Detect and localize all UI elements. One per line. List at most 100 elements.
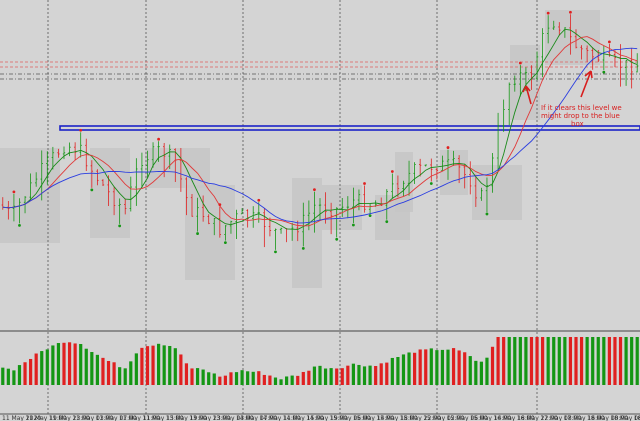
histogram-bar [630,337,634,385]
time-label: 17 May 08:00 [540,415,581,421]
time-label: 11 May 07:00 [96,415,137,421]
time-label: 15 May 02:00 [423,415,464,421]
histogram-bar [296,375,300,385]
time-label: 14 May 19:00 [306,415,347,421]
histogram-bar [73,343,77,385]
histogram-bar [190,368,194,385]
histogram-bar [457,350,461,385]
histogram-bar [251,371,255,385]
histogram-bar [45,349,49,385]
histogram-bar [262,374,266,385]
histogram-bar [285,376,289,385]
histogram-bar [490,346,495,385]
histogram-bar [134,353,138,385]
histogram-bar [279,379,283,385]
histogram-bar [67,342,72,385]
histogram-bar [340,368,344,385]
histogram-bar [162,345,166,385]
histogram-bar [596,337,600,385]
histogram-bar [273,377,278,385]
fractal-down-dot [368,214,372,218]
fractal-up-dot [569,10,572,14]
histogram-bar [307,370,311,385]
histogram-bar [246,371,250,385]
histogram-bar [557,337,561,385]
histogram-bar [173,348,177,385]
histogram-bar [56,343,61,385]
histogram-bar [513,337,517,385]
histogram-bar [568,337,573,385]
histogram-bar [212,373,216,385]
histogram-bar [613,337,617,385]
histogram-bar [413,352,417,385]
time-label: 11 May 11:00 [119,415,160,421]
histogram-bar [290,375,294,385]
histogram-bar [602,337,606,385]
time-label: 15 May 14:00 [470,415,511,421]
histogram-bar [223,375,227,385]
fractal-down-dot [485,212,489,216]
histogram-bar [123,368,127,385]
histogram-bar [507,337,511,385]
time-label: 11 May 19:00 [25,415,66,421]
histogram-bar [101,357,105,385]
time-label: 11 May 2020 [2,415,41,421]
moving-averages [2,28,638,230]
time-label: 14 May 11:00 [259,415,300,421]
histogram-bar [184,363,189,385]
histogram-bar [591,337,595,385]
histogram-bar [385,362,389,385]
histogram-bar [335,368,339,385]
histogram-bar [435,350,439,385]
histogram-bar [396,356,400,385]
histogram-bar [346,365,350,385]
session-box [90,148,130,238]
moving-average-fast-line [2,28,638,230]
histogram-bar [440,349,445,385]
fractal-up-dot [257,198,261,202]
histogram-bar [579,337,584,385]
fractal-down-dot [118,224,122,228]
time-label: 18 May 00:00 [587,415,628,421]
time-label: 15 May 14:00 [353,415,394,421]
histogram-bar [585,337,589,385]
time-label: 11 May 15:00 [142,415,183,421]
histogram-bar [524,337,528,385]
histogram-bar [195,368,200,385]
histogram-bar [129,361,133,385]
time-label: 15 May 06:00 [447,415,488,421]
oscillator-histogram [1,337,639,385]
histogram-bar [574,337,578,385]
histogram-bar [379,363,383,385]
histogram-bar [374,365,378,385]
fractal-down-dot [429,182,433,185]
session-box [440,150,468,195]
histogram-bar [40,351,44,385]
moving-average-slow-line [2,47,638,224]
histogram-bar [329,368,333,385]
histogram-bar [618,337,623,385]
histogram-bar [351,363,355,385]
histogram-bar [234,372,239,385]
histogram-bar [474,360,478,385]
histogram-bar [541,337,545,385]
histogram-bar [463,352,467,385]
histogram-bar [624,337,628,385]
histogram-bar [257,371,261,385]
histogram-bar [546,337,550,385]
histogram-bar [90,352,94,385]
moving-average-mid-line [2,36,638,227]
fractal-up-dot [12,190,16,194]
histogram-bar [318,365,322,385]
histogram-bar [429,348,433,385]
fractal-up-dot [79,128,83,132]
histogram-bar [268,375,272,385]
histogram-bar [1,367,5,385]
histogram-bar [479,361,483,385]
histogram-bar [51,345,55,385]
histogram-bar [34,353,38,385]
histogram-bar [229,372,233,385]
histogram-bar [201,369,205,385]
histogram-bar [207,372,211,385]
